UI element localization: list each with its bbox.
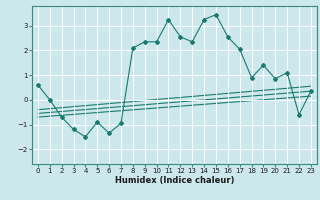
X-axis label: Humidex (Indice chaleur): Humidex (Indice chaleur) bbox=[115, 176, 234, 185]
